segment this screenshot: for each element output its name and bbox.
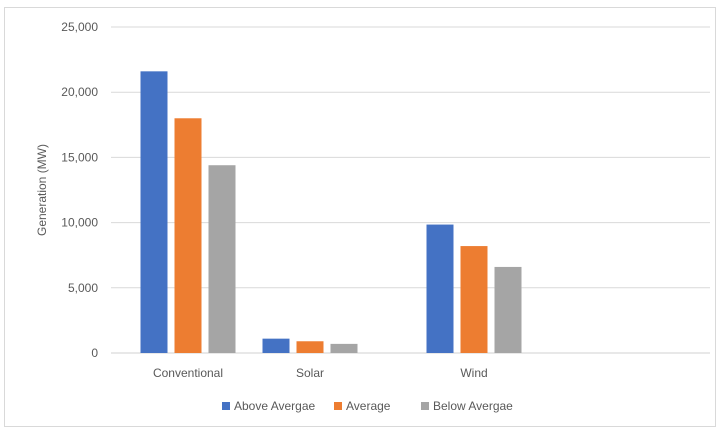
- bar-wind-above-avergae: [426, 224, 454, 353]
- legend-label: Average: [346, 399, 391, 413]
- x-category-label: Wind: [460, 366, 487, 380]
- y-tick-label: 10,000: [61, 216, 98, 230]
- legend-swatch: [421, 402, 429, 410]
- bar-solar-above-avergae: [262, 338, 290, 353]
- bar-conventional-average: [174, 118, 202, 353]
- chart-frame: [4, 7, 716, 427]
- y-axis-ticks: 0 5,000 10,000 15,000 20,000 25,000: [61, 20, 98, 360]
- y-tick-label: 5,000: [68, 281, 98, 295]
- bar-conventional-above-avergae: [140, 71, 168, 353]
- bar-solar-below-avergae: [330, 343, 358, 353]
- bar-conventional-below-avergae: [208, 165, 236, 353]
- bars: [140, 71, 522, 353]
- legend-swatch: [222, 402, 230, 410]
- x-axis-categories: Conventional Solar Wind: [153, 366, 488, 380]
- legend: Above Avergae Average Below Avergae: [222, 399, 513, 413]
- y-tick-label: 20,000: [61, 85, 98, 99]
- legend-label: Above Avergae: [234, 399, 316, 413]
- y-axis-title: Generation (MW): [35, 144, 49, 236]
- y-tick-label: 0: [91, 346, 98, 360]
- x-category-label: Conventional: [153, 366, 223, 380]
- bar-solar-average: [296, 341, 324, 353]
- bar-wind-below-avergae: [494, 266, 522, 353]
- legend-label: Below Avergae: [433, 399, 513, 413]
- y-tick-label: 15,000: [61, 150, 98, 164]
- legend-swatch: [334, 402, 342, 410]
- x-category-label: Solar: [296, 366, 324, 380]
- bar-wind-average: [460, 246, 488, 353]
- y-tick-label: 25,000: [61, 20, 98, 34]
